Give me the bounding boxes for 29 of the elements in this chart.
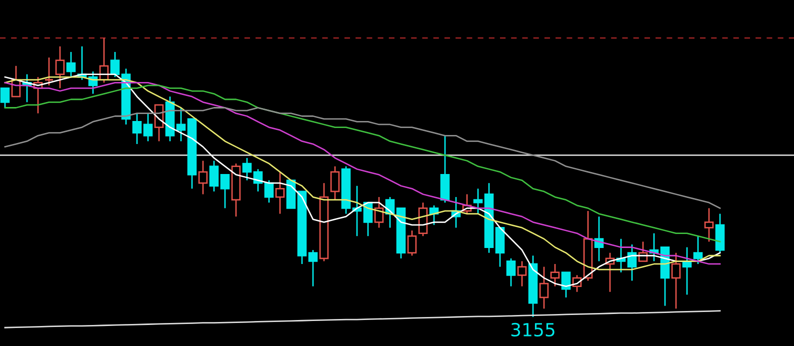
candlestick: [308, 249, 318, 288]
candlestick: [66, 51, 76, 78]
candlestick: [374, 196, 384, 228]
candlestick: [242, 157, 252, 181]
candlestick: [407, 230, 417, 256]
candlestick: [143, 112, 153, 142]
candlestick: [330, 166, 340, 201]
annotation: 3155: [511, 322, 554, 337]
candlestick: [550, 263, 560, 288]
candlestick: [132, 112, 142, 145]
candlestick: [671, 252, 681, 310]
candlestick: [176, 107, 186, 142]
candlestick: [209, 160, 219, 192]
candlestick: [55, 46, 65, 89]
candlestick: [539, 266, 549, 310]
candlestick: [110, 51, 120, 78]
candlestick: [693, 235, 703, 265]
candlestick: [704, 207, 714, 242]
candlestick: [275, 171, 285, 214]
candlestick: [220, 174, 230, 209]
candlestick: [561, 272, 571, 298]
candlestick: [517, 260, 527, 288]
candlestick: [473, 188, 483, 214]
candlestick: [627, 244, 637, 282]
candlestick: [253, 168, 263, 192]
candlestick: [506, 258, 516, 288]
candlestick: [0, 88, 10, 108]
candlestick: [44, 56, 54, 86]
candlestick: [198, 160, 208, 195]
